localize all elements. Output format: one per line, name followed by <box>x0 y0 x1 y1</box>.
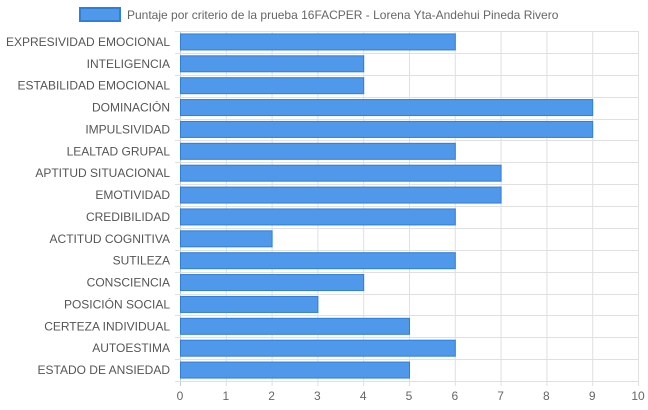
category-label: CREDIBILIDAD <box>86 210 170 224</box>
legend-label: Puntaje por criterio de la prueba 16FACP… <box>127 8 559 22</box>
bar[interactable] <box>180 55 365 73</box>
x-tick-label: 1 <box>222 389 229 403</box>
bar[interactable] <box>180 33 456 51</box>
bar[interactable] <box>180 317 410 335</box>
category-label: LEALTAD GRUPAL <box>67 144 171 158</box>
x-tick-label: 0 <box>177 389 184 403</box>
category-label: SUTILEZA <box>113 254 170 268</box>
category-label: IMPULSIVIDAD <box>85 122 170 136</box>
category-label: EXPRESIVIDAD EMOCIONAL <box>6 35 170 49</box>
category-label: DOMINACIÓN <box>92 100 170 115</box>
category-label: INTELIGENCIA <box>87 57 170 71</box>
category-label: ESTADO DE ANSIEDAD <box>38 363 171 377</box>
bar[interactable] <box>180 142 456 160</box>
category-label: POSICIÓN SOCIAL <box>64 296 170 311</box>
bar[interactable] <box>180 230 273 248</box>
category-label: CERTEZA INDIVIDUAL <box>44 319 170 333</box>
bar[interactable] <box>180 274 365 292</box>
bar[interactable] <box>180 120 594 138</box>
legend[interactable]: Puntaje por criterio de la prueba 16FACP… <box>79 7 559 22</box>
category-label: AUTOESTIMA <box>92 341 170 355</box>
bar[interactable] <box>180 252 456 270</box>
category-label: ESTABILIDAD EMOCIONAL <box>18 79 171 93</box>
bars <box>180 33 594 379</box>
x-tick-label: 8 <box>543 389 550 403</box>
bar[interactable] <box>180 208 456 226</box>
x-tick-label: 3 <box>314 389 321 403</box>
bar[interactable] <box>180 77 365 95</box>
bar[interactable] <box>180 339 456 357</box>
x-tick-label: 2 <box>268 389 275 403</box>
bar[interactable] <box>180 99 594 117</box>
x-tick-label: 5 <box>406 389 413 403</box>
bar[interactable] <box>180 186 502 204</box>
x-tick-label: 6 <box>451 389 458 403</box>
x-tick-label: 4 <box>360 389 367 403</box>
x-axis-tick-labels: 0 1 2 3 4 5 6 7 8 9 10 <box>177 389 645 403</box>
x-tick-label: 10 <box>631 389 645 403</box>
grid <box>175 31 639 386</box>
category-label: ACTITUD COGNITIVA <box>50 232 170 246</box>
category-labels: EXPRESIVIDAD EMOCIONAL INTELIGENCIA ESTABI… <box>6 35 170 377</box>
category-label: APTITUD SITUACIONAL <box>35 166 170 180</box>
bar[interactable] <box>180 164 502 182</box>
category-label: EMOTIVIDAD <box>95 188 170 202</box>
bar[interactable] <box>180 361 410 379</box>
legend-swatch <box>79 7 121 22</box>
x-tick-label: 9 <box>589 389 596 403</box>
bar[interactable] <box>180 295 319 313</box>
category-label: CONSCIENCIA <box>87 276 170 290</box>
x-tick-label: 7 <box>497 389 504 403</box>
